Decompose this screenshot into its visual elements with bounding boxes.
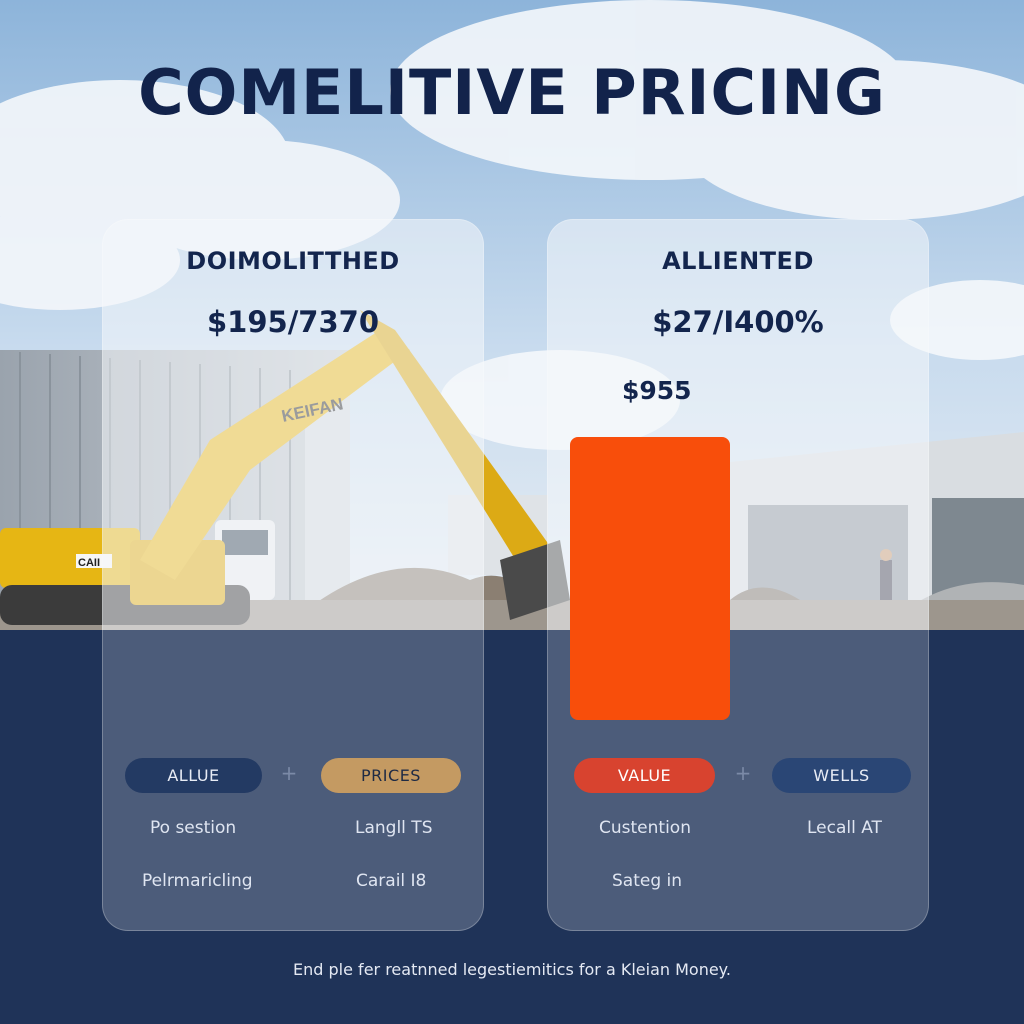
feature-text: Carail I8 bbox=[356, 871, 427, 891]
feature-text: Po sestion bbox=[150, 818, 237, 838]
wells-pill[interactable]: WELLS bbox=[772, 758, 911, 793]
allue-pill[interactable]: ALLUE bbox=[125, 758, 262, 793]
prices-pill[interactable]: PRICES bbox=[321, 758, 461, 793]
construction-site-photo: KEIFAN CAII bbox=[0, 0, 1024, 632]
footer-text: End ple fer reatnned legestiemitics for … bbox=[293, 960, 731, 979]
card-subprice: $955 bbox=[622, 376, 692, 405]
feature-text: Sateg in bbox=[612, 871, 683, 891]
page-title: COMELITIVE PRICING bbox=[138, 56, 886, 129]
card-title: ALLIENTED bbox=[662, 247, 814, 275]
feature-text: Custention bbox=[599, 818, 691, 838]
plus-icon: + bbox=[280, 761, 298, 785]
cab-logo-text: CAII bbox=[78, 557, 100, 569]
pricing-card-right: ALLIENTED $27/I400% $955 VALUE + WELLS C… bbox=[547, 219, 929, 931]
plus-icon: + bbox=[734, 761, 752, 785]
pricing-card-left: DOIMOLITTHED $195/7370 ALLUE + PRICES Po… bbox=[102, 219, 484, 931]
card-title: DOIMOLITTHED bbox=[186, 247, 400, 275]
card-price: $27/I400% bbox=[652, 305, 824, 339]
card-glass-top bbox=[102, 219, 484, 630]
feature-text: Langll TS bbox=[355, 818, 433, 838]
feature-text: Lecall AT bbox=[807, 818, 882, 838]
navy-background-band bbox=[0, 630, 1024, 1024]
construction-scene: KEIFAN CAII bbox=[0, 0, 1024, 632]
feature-text: Pelrmaricling bbox=[142, 871, 253, 891]
highlight-bar bbox=[570, 437, 730, 720]
value-pill[interactable]: VALUE bbox=[574, 758, 715, 793]
card-price: $195/7370 bbox=[206, 305, 380, 339]
